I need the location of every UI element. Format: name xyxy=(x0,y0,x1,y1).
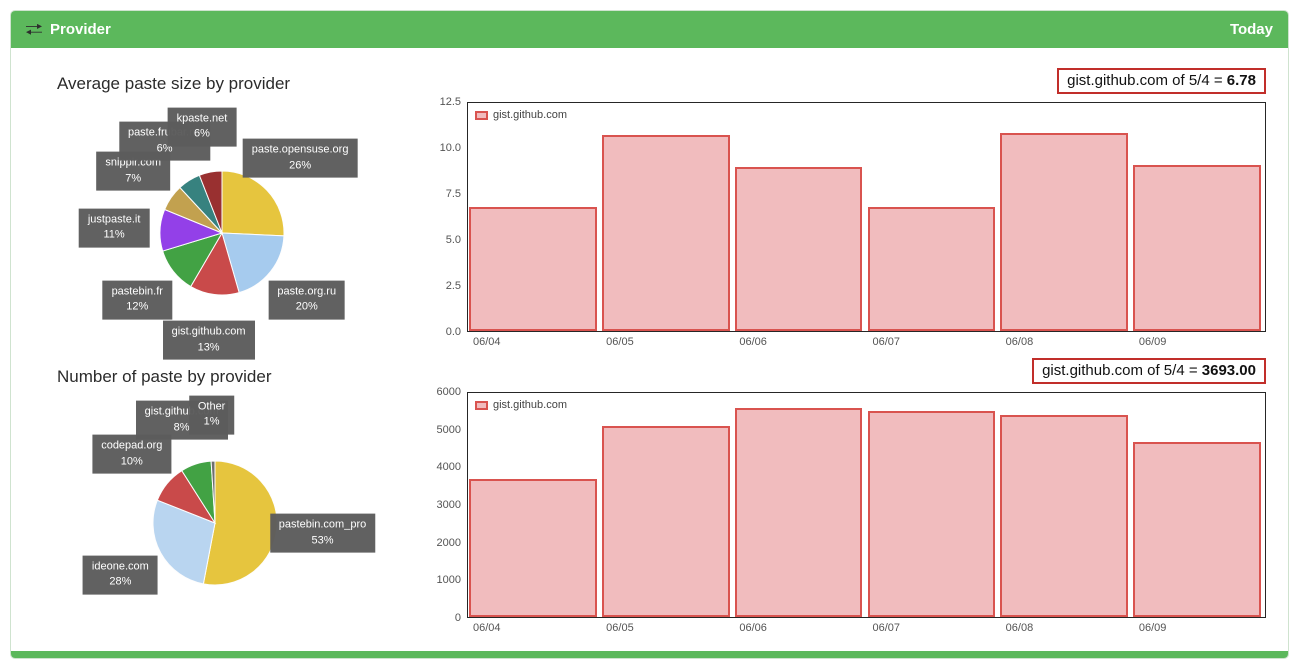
panel-header[interactable]: Provider Today xyxy=(11,11,1288,48)
bar-06/09 xyxy=(1133,441,1261,617)
pie-label-paste.org.ru: paste.org.ru 20% xyxy=(268,280,346,320)
y-axis-count: 0 1000 2000 3000 4000 5000 6000 xyxy=(431,386,467,624)
x-tick-label: 06/06 xyxy=(739,622,767,634)
pie-label-paste.opensuse.org: paste.opensuse.org 26% xyxy=(242,139,358,178)
legend-count: gist.github.com xyxy=(474,398,571,412)
bar-06/04 xyxy=(469,207,597,331)
pie-label-kpaste.net: kpaste.net 6% xyxy=(167,107,237,147)
bar-06/06 xyxy=(734,166,863,331)
bar-plot-avg: gist.github.com xyxy=(467,102,1266,332)
bar-06/07 xyxy=(867,410,996,617)
legend-swatch-icon xyxy=(475,110,488,120)
bar-06/08 xyxy=(1000,133,1129,331)
legend-swatch-icon xyxy=(475,400,488,410)
pie-label-gist.github.com: gist.github.com 13% xyxy=(162,320,255,360)
x-tick-label: 06/04 xyxy=(473,622,501,634)
y-tick-label: 0 xyxy=(454,612,461,624)
bar-06/07 xyxy=(867,206,996,331)
x-tick-label: 06/07 xyxy=(872,336,901,348)
bar-06/06 xyxy=(734,407,863,617)
bar-chart-block-avg: gist.github.com of 5/4 = 6.78 0.0 2.5 5.0 7… xyxy=(431,62,1266,352)
pie-label-codepad.org: codepad.org 10% xyxy=(92,434,172,474)
bar-column: gist.github.com of 5/4 = 6.78 0.0 2.5 5.0 7… xyxy=(431,48,1288,651)
pie-section-average-size: Average paste size by provider paste.ope… xyxy=(11,48,431,360)
pie-title-paste-count: Number of paste by provider xyxy=(57,367,272,386)
x-tick-label: 06/04 xyxy=(473,336,501,348)
transfer-arrows-icon xyxy=(26,23,42,36)
y-tick-label: 3000 xyxy=(436,499,461,511)
pie-label-ideone.com: ideone.com 28% xyxy=(82,555,158,595)
panel-period: Today xyxy=(1229,21,1273,38)
y-tick-label: 6000 xyxy=(436,386,461,398)
x-axis-avg: 06/04 06/05 06/06 06/07 06/08 06/09 xyxy=(467,332,1266,352)
x-tick-label: 06/09 xyxy=(1138,336,1167,348)
x-tick-label: 06/05 xyxy=(606,336,634,348)
y-tick-label: 12.5 xyxy=(439,96,461,108)
x-tick-label: 06/08 xyxy=(1005,622,1034,634)
stat-badge-avg-value: 6.78 xyxy=(1226,72,1256,89)
x-tick-label: 06/09 xyxy=(1138,622,1167,634)
pie-slice-paste.org.ru xyxy=(221,232,285,294)
stat-badge-count: gist.github.com of 5/4 = 3693.00 xyxy=(1032,358,1266,384)
pie-slice-Other xyxy=(210,460,216,524)
legend-label: gist.github.com xyxy=(493,399,567,411)
stat-badge-avg-label: gist.github.com of 5/4 = xyxy=(1067,72,1227,89)
pie-slice-ideone.com xyxy=(152,499,216,585)
x-axis-count: 06/04 06/05 06/06 06/07 06/08 06/09 xyxy=(467,618,1266,638)
bar-06/08 xyxy=(1000,415,1129,617)
panel-content: Average paste size by provider paste.ope… xyxy=(11,48,1288,651)
pie-chart-paste-count: pastebin.com_pro 53% ideone.com 28% codepad.… xyxy=(11,344,431,640)
bar-plot-count: gist.github.com xyxy=(467,392,1266,618)
y-axis-avg: 0.0 2.5 5.0 7.5 10.0 12.5 xyxy=(431,96,467,338)
y-tick-label: 2.5 xyxy=(445,280,461,292)
pie-title-average-size: Average paste size by provider xyxy=(57,74,291,93)
x-tick-label: 06/08 xyxy=(1005,336,1034,348)
x-tick-label: 06/07 xyxy=(872,622,901,634)
pie-label-pastebin.com_pro: pastebin.com_pro 53% xyxy=(269,513,376,553)
provider-panel: Provider Today Average paste size by pro… xyxy=(10,10,1289,659)
y-tick-label: 5.0 xyxy=(445,234,461,246)
y-tick-label: 10.0 xyxy=(439,142,461,154)
pie-slice-paste.opensuse.org xyxy=(221,170,285,237)
legend-label: gist.github.com xyxy=(493,109,567,121)
pie-slice-kpaste.net xyxy=(198,170,223,234)
panel-title: Provider xyxy=(50,21,111,38)
y-tick-label: 5000 xyxy=(436,423,461,436)
pie-label-Other: Other 1% xyxy=(188,395,235,435)
stat-badge-avg: gist.github.com of 5/4 = 6.78 xyxy=(1057,68,1266,94)
pie-svg xyxy=(159,170,285,296)
legend-avg: gist.github.com xyxy=(474,108,571,122)
bar-06/09 xyxy=(1133,164,1261,331)
y-tick-label: 2000 xyxy=(436,536,461,549)
y-tick-label: 0.0 xyxy=(445,326,461,338)
pie-label-justpaste.it: justpaste.it 11% xyxy=(78,208,150,248)
y-tick-label: 1000 xyxy=(436,574,461,587)
bar-06/04 xyxy=(469,479,597,617)
pie-svg xyxy=(152,460,278,586)
y-tick-label: 7.5 xyxy=(445,188,461,200)
stat-badge-count-label: gist.github.com of 5/4 = xyxy=(1042,362,1202,379)
pie-label-pastebin.fr: pastebin.fr 12% xyxy=(102,280,172,320)
bar-06/05 xyxy=(601,135,730,331)
pie-column: Average paste size by provider paste.ope… xyxy=(11,48,431,651)
panel-footer xyxy=(11,651,1288,658)
y-tick-label: 4000 xyxy=(436,461,461,474)
stat-badge-count-value: 3693.00 xyxy=(1201,362,1256,379)
bar-chart-block-count: gist.github.com of 5/4 = 3693.00 0 1000 20… xyxy=(431,352,1266,638)
x-tick-label: 06/05 xyxy=(606,622,634,634)
pie-chart-average-size: paste.opensuse.org 26% paste.org.ru 20% gist… xyxy=(11,48,431,360)
x-tick-label: 06/06 xyxy=(739,336,767,348)
pie-section-paste-count: Number of paste by provider pastebin.com… xyxy=(11,344,431,640)
bar-06/05 xyxy=(601,425,730,617)
